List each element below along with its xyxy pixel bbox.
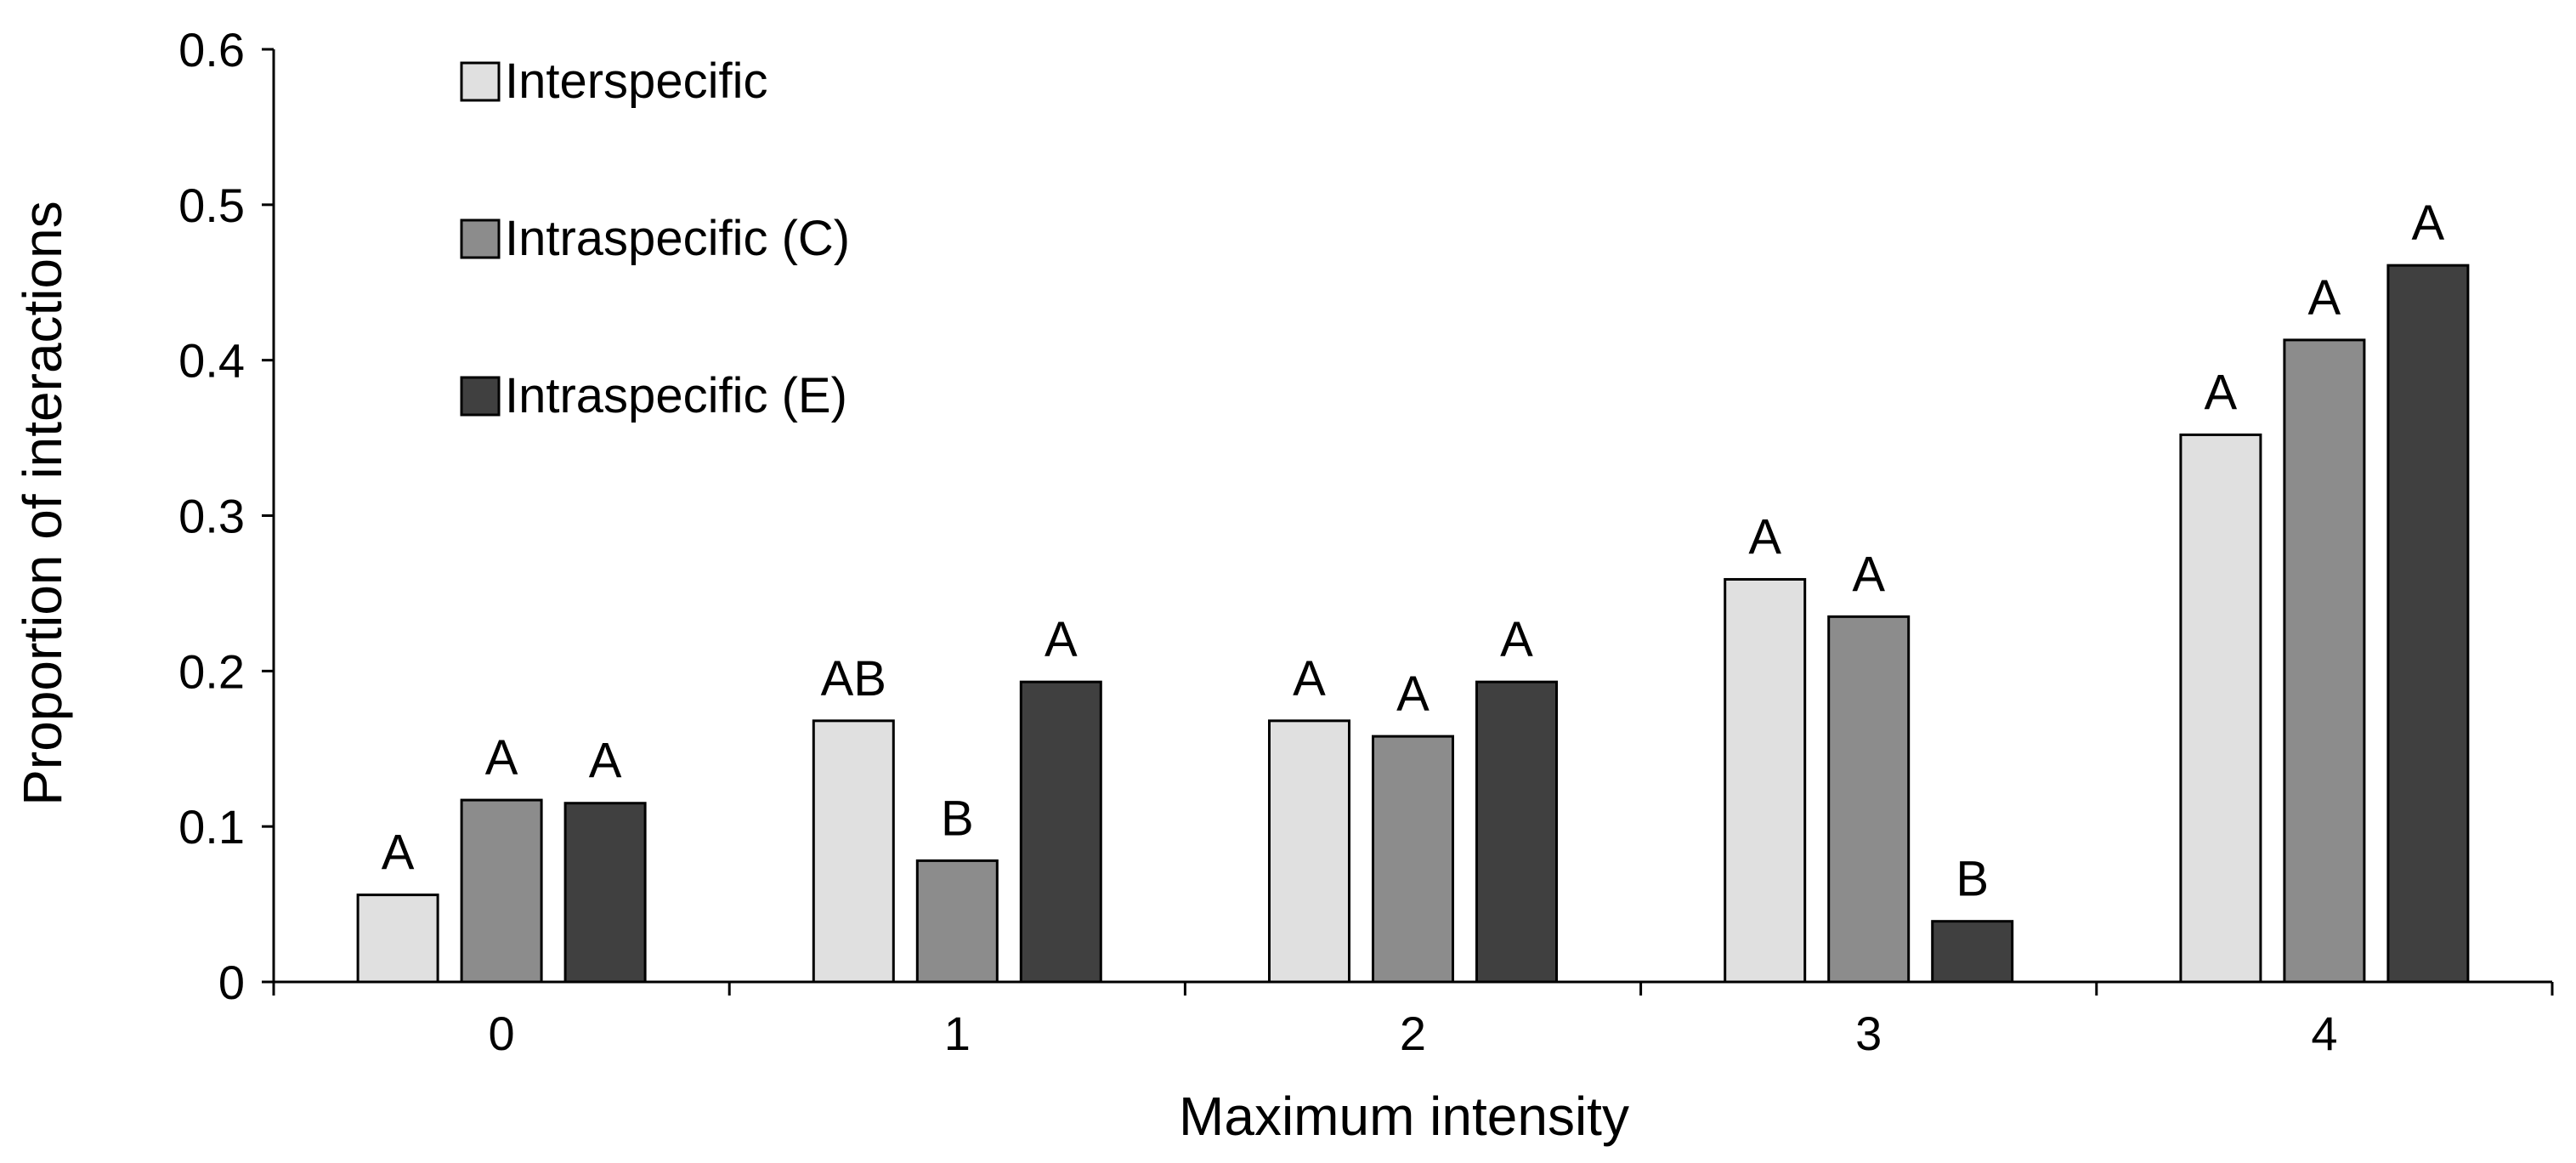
bar [1372, 735, 1454, 984]
significance-label: A [1748, 509, 1781, 564]
bar [1268, 719, 1350, 984]
bar [1475, 680, 1558, 984]
x-tick-label: 2 [1400, 1007, 1426, 1060]
bar [460, 798, 543, 984]
y-tick-label: 0.2 [178, 644, 245, 698]
x-tick-label: 3 [1855, 1007, 1882, 1060]
y-tick-label: 0.5 [178, 179, 245, 232]
significance-label: B [941, 791, 974, 846]
legend-label: Intraspecific (E) [505, 368, 847, 423]
x-tick-label: 0 [489, 1007, 515, 1060]
legend-label: Intraspecific (C) [505, 211, 850, 266]
bar [356, 894, 439, 984]
significance-label: A [1500, 612, 1533, 667]
significance-label: A [485, 730, 518, 786]
significance-label: A [2308, 270, 2341, 326]
y-tick-label: 0.3 [178, 490, 245, 543]
significance-label: A [1293, 651, 1326, 706]
bar [915, 859, 999, 984]
legend: Interspecific Intraspecific (C) Intraspeci… [460, 54, 850, 423]
legend-swatch [460, 61, 501, 102]
significance-label: A [2205, 365, 2238, 420]
significance-label: A [382, 825, 415, 881]
bar [812, 719, 895, 984]
y-tick-label: 0.6 [178, 23, 245, 77]
significance-label: A [2412, 196, 2445, 251]
bar [2179, 433, 2262, 984]
y-tick-label: 0.4 [178, 334, 245, 388]
x-axis: 0 1 2 3 4 [272, 980, 2554, 1060]
y-axis-title: Proportion of interactions [12, 201, 73, 806]
significance-label: A [1852, 547, 1885, 602]
significance-label: A [1045, 612, 1078, 667]
legend-swatch [460, 376, 501, 417]
bar [1019, 680, 1102, 984]
legend-swatch [460, 218, 501, 259]
x-tick-label: 4 [2311, 1007, 2337, 1060]
bar [1827, 615, 1911, 984]
significance-label: A [589, 734, 622, 789]
bar [1931, 920, 2014, 984]
bar [1724, 577, 1807, 984]
bar [563, 802, 647, 984]
y-axis: 0 0.1 0.2 0.3 0.4 0.5 0.6 [178, 23, 275, 1009]
bar [2283, 338, 2366, 984]
legend-label: Interspecific [505, 54, 767, 109]
y-tick-label: 0 [218, 956, 245, 1009]
bar [2386, 264, 2470, 984]
y-tick-label: 0.1 [178, 800, 245, 854]
x-tick-label: 1 [944, 1007, 971, 1060]
significance-label: B [1956, 852, 1989, 907]
significance-label: AB [821, 651, 886, 706]
x-axis-title: Maximum intensity [1179, 1086, 1629, 1147]
bars [356, 264, 2470, 984]
significance-label: A [1396, 667, 1430, 722]
